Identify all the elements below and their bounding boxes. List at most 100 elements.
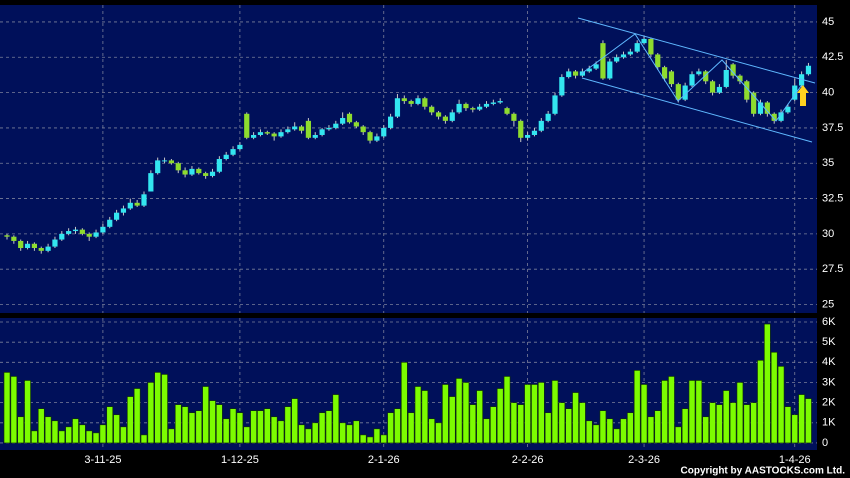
zigzag — [580, 33, 802, 122]
candle-body — [237, 144, 243, 150]
candle-body — [559, 77, 565, 96]
candle-body — [209, 171, 216, 176]
volume-bar — [127, 396, 134, 444]
volume-bar — [10, 376, 18, 444]
channel-lower — [581, 77, 813, 143]
volume-bar — [428, 418, 436, 444]
volume-tick-label: 4K — [822, 356, 836, 368]
volume-bar — [442, 384, 449, 444]
volume-bar — [544, 412, 552, 444]
volume-bar — [154, 372, 161, 444]
candle-body — [346, 113, 353, 123]
candle-body — [155, 160, 161, 174]
x-tick-label: 1-4-26 — [779, 454, 811, 466]
x-tick-label: 2-3-26 — [628, 454, 660, 466]
candle-body — [196, 168, 202, 174]
candle-body — [730, 64, 736, 76]
volume-bar — [716, 404, 723, 444]
volume-bar — [332, 394, 340, 444]
volume-bar — [490, 406, 497, 444]
volume-bar — [674, 426, 682, 444]
candle-body — [408, 101, 414, 104]
volume-bar — [188, 412, 196, 444]
volume-bar — [421, 390, 429, 444]
candle-body — [518, 120, 524, 138]
candle-body — [607, 61, 613, 79]
volume-bar — [250, 410, 257, 444]
candle-body — [230, 149, 236, 155]
trend-lines — [577, 17, 816, 143]
candle-body — [86, 233, 92, 237]
y-tick-label: 35 — [822, 157, 834, 169]
candle-body — [59, 233, 65, 240]
candle-body — [367, 132, 373, 141]
candle-body — [490, 102, 496, 104]
volume-bar — [394, 408, 401, 444]
candle-body — [52, 239, 58, 247]
candle-body — [696, 71, 702, 75]
volume-bar — [174, 404, 182, 444]
y-tick-label: 37.5 — [822, 122, 843, 134]
candle-body — [634, 43, 640, 52]
candle-body — [545, 113, 551, 121]
candle-body — [216, 159, 222, 172]
candle-body — [716, 86, 722, 93]
volume-bar — [784, 406, 792, 444]
candle-body — [531, 130, 538, 135]
volume-bar — [222, 418, 230, 444]
volume-bar — [168, 428, 175, 444]
y-tick-label: 30 — [822, 228, 834, 240]
volume-bar — [435, 422, 442, 444]
volume-bar — [620, 418, 627, 444]
volume-bar — [729, 402, 737, 444]
marks — [3, 36, 812, 444]
volume-bar — [455, 378, 463, 444]
candle-body — [703, 71, 709, 82]
candle-body — [374, 136, 380, 141]
volume-bar — [448, 396, 456, 444]
volume-bar — [270, 416, 278, 444]
volume-bar — [647, 416, 655, 444]
volume-bar — [366, 436, 374, 444]
candle-body — [744, 81, 750, 100]
volume-bar — [373, 428, 381, 444]
y-tick-label: 25 — [822, 298, 834, 310]
candle-body — [709, 81, 716, 93]
volume-bar — [181, 406, 189, 444]
candle-body — [668, 71, 675, 85]
candle-body — [655, 54, 661, 68]
candle-body — [525, 134, 531, 138]
volume-tick-label: 5K — [822, 336, 836, 348]
candle-body — [682, 85, 688, 100]
candle-body — [792, 85, 798, 100]
y-tick-label: 42.5 — [822, 51, 843, 63]
volume-bar — [510, 402, 518, 444]
candle-body — [244, 113, 250, 138]
candle-body — [771, 113, 777, 121]
volume-bar — [668, 376, 675, 444]
volume-bar — [496, 388, 504, 444]
volume-bar — [517, 404, 525, 444]
candle-body — [114, 212, 120, 220]
candle-body — [805, 65, 812, 75]
candle-body — [79, 229, 85, 234]
candle-body — [627, 51, 633, 55]
volume-bar — [661, 380, 668, 444]
y-tick-label: 45 — [822, 16, 834, 28]
candle-body — [504, 108, 510, 114]
candle-body — [203, 173, 209, 176]
volume-bar — [44, 416, 52, 444]
volume-bar — [524, 384, 531, 444]
volume-bar — [476, 390, 483, 444]
candle-body — [298, 126, 305, 131]
volume-bar — [791, 414, 799, 444]
volume-bar — [298, 424, 305, 444]
volume-bar — [688, 380, 696, 444]
candle-body — [429, 106, 435, 113]
candle-body — [168, 160, 174, 164]
candle-body — [251, 134, 257, 138]
volume-bar — [243, 426, 251, 444]
candle-body — [483, 103, 490, 107]
candle-body — [511, 113, 517, 121]
volume-bar — [387, 412, 394, 444]
